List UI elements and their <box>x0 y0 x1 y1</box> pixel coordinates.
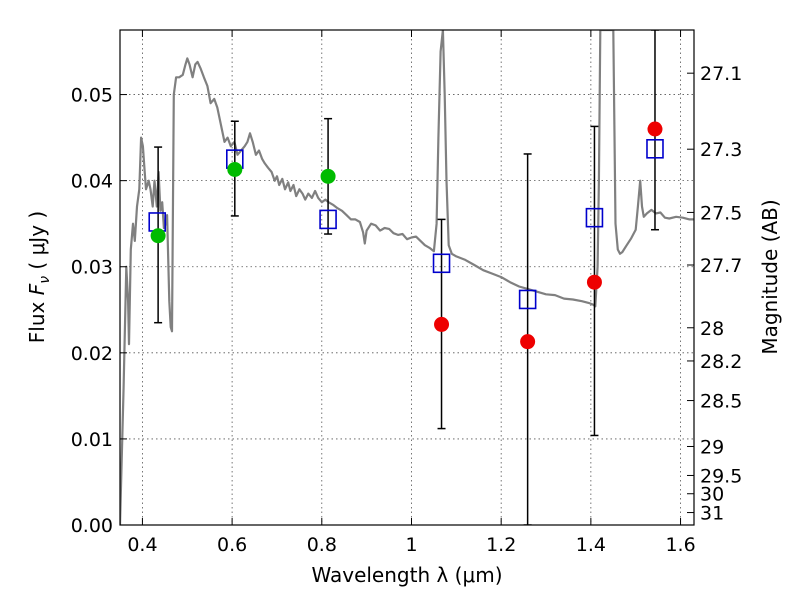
x-axis-label: Wavelength λ (μm) <box>311 563 502 587</box>
observed-point <box>520 334 536 350</box>
observed-point <box>320 168 336 184</box>
y-tick-label: 0.01 <box>71 429 113 451</box>
x-tick-label: 0.4 <box>127 534 157 556</box>
mag-tick-label: 27.7 <box>700 255 742 277</box>
model-point <box>585 207 604 228</box>
y-tick-label: 0.02 <box>71 343 113 365</box>
mag-tick-label: 28.5 <box>700 391 742 413</box>
x-tick-label: 0.6 <box>217 534 247 556</box>
x-tick-label: 1.2 <box>486 534 516 556</box>
mag-tick-label: 27.1 <box>700 63 742 85</box>
y-tick-label: 0.00 <box>71 515 113 537</box>
y-axis-label-right: Magnitude (AB) <box>758 199 782 354</box>
mag-tick-label: 28 <box>700 318 724 340</box>
model-points-layer <box>148 139 664 310</box>
model-point <box>518 289 537 310</box>
mag-tick-label: 29.5 <box>700 465 742 487</box>
x-tick-label: 1 <box>405 534 417 556</box>
mag-tick-label: 28.2 <box>700 351 742 373</box>
model-point <box>646 139 664 159</box>
mag-tick-label: 30 <box>700 484 724 506</box>
x-tick-label: 1.6 <box>665 534 695 556</box>
model-point <box>319 209 337 230</box>
model-point <box>432 253 451 274</box>
y-axis-label-left: Flux Fν ( μJy ) <box>25 211 53 343</box>
plot-frame <box>119 29 695 526</box>
mag-tick-label: 29 <box>700 436 724 458</box>
error-bars-layer <box>154 30 659 525</box>
template-spectrum-line <box>120 30 694 525</box>
mag-tick-label: 31 <box>700 503 724 525</box>
mag-tick-label: 27.5 <box>700 202 742 224</box>
gridlines <box>120 30 694 525</box>
y-tick-label: 0.03 <box>71 257 113 279</box>
axis-ticks: 0.4 0.6 0.8 1 1.2 1.4 1.6 0.00 0.01 0.02 0.03 0.04 0… <box>71 30 742 556</box>
template-spectrum-layer <box>120 30 694 525</box>
x-tick-label: 0.8 <box>307 534 337 556</box>
observed-point <box>227 161 243 177</box>
y-tick-label: 0.05 <box>71 85 113 107</box>
mag-tick-label: 27.3 <box>700 139 742 161</box>
observed-point <box>434 316 450 332</box>
observed-points-layer <box>150 121 663 350</box>
observed-point <box>586 274 602 290</box>
observed-point <box>647 121 663 137</box>
observed-point <box>150 228 166 244</box>
y-tick-label: 0.04 <box>71 171 113 193</box>
x-tick-label: 1.4 <box>576 534 606 556</box>
